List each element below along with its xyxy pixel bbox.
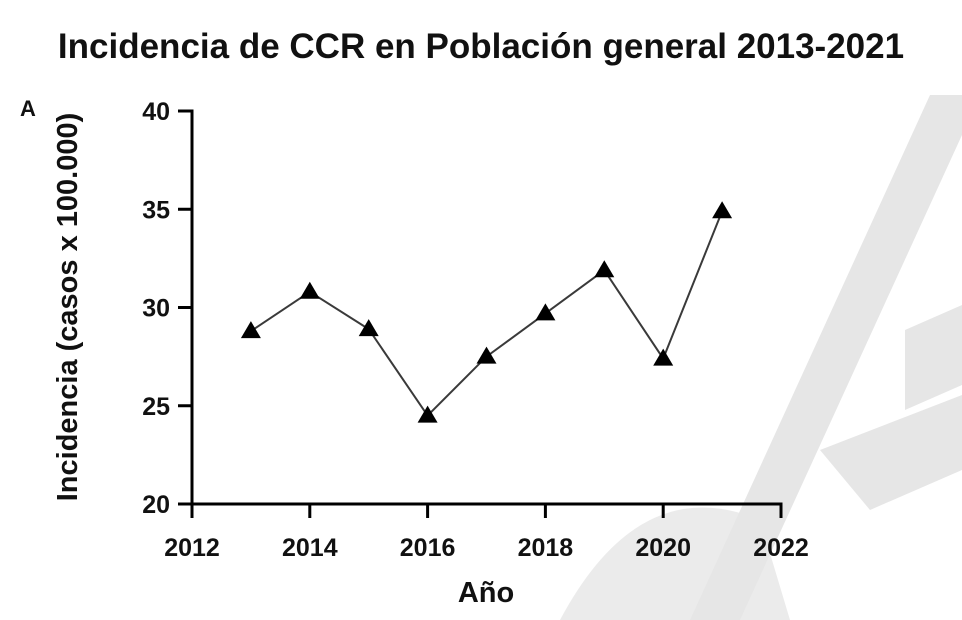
data-point-triangle (476, 346, 497, 364)
y-tick-label: 25 (142, 393, 170, 421)
data-point-triangle (594, 260, 615, 278)
x-axis-ticks: 2012 2014 2016 2018 2020 2022 (164, 504, 809, 562)
x-tick-label: 2012 (164, 534, 220, 562)
data-point-triangle (712, 201, 733, 219)
watermark-band (560, 507, 790, 620)
x-tick-label: 2020 (635, 534, 691, 562)
watermark-band (905, 305, 962, 410)
series-line (250, 210, 724, 418)
x-tick-label: 2014 (282, 534, 338, 562)
y-tick-label: 35 (142, 196, 170, 224)
y-tick-label: 20 (142, 491, 170, 519)
watermark-band (820, 395, 962, 510)
data-point-triangle (535, 303, 556, 321)
y-tick-label: 40 (142, 98, 170, 126)
y-tick-label: 30 (142, 295, 170, 323)
x-tick-label: 2022 (753, 534, 809, 562)
x-axis-label: Año (458, 577, 514, 609)
panel-label: A (20, 96, 36, 121)
chart-title: Incidencia de CCR en Población general 2… (58, 27, 904, 66)
y-axis-label: Incidencia (casos x 100.000) (52, 113, 84, 502)
x-tick-label: 2018 (518, 534, 574, 562)
data-point-triangle (299, 281, 320, 299)
watermark-band (690, 95, 962, 620)
x-tick-label: 2016 (400, 534, 456, 562)
data-point-triangle (240, 321, 261, 339)
series-group (240, 201, 733, 423)
axes (190, 109, 783, 506)
data-point-triangle (417, 405, 438, 423)
data-point-triangle (358, 319, 379, 337)
watermark (560, 95, 962, 620)
y-axis-ticks: 20 25 30 35 40 (142, 98, 192, 519)
data-point-triangle (653, 348, 674, 366)
